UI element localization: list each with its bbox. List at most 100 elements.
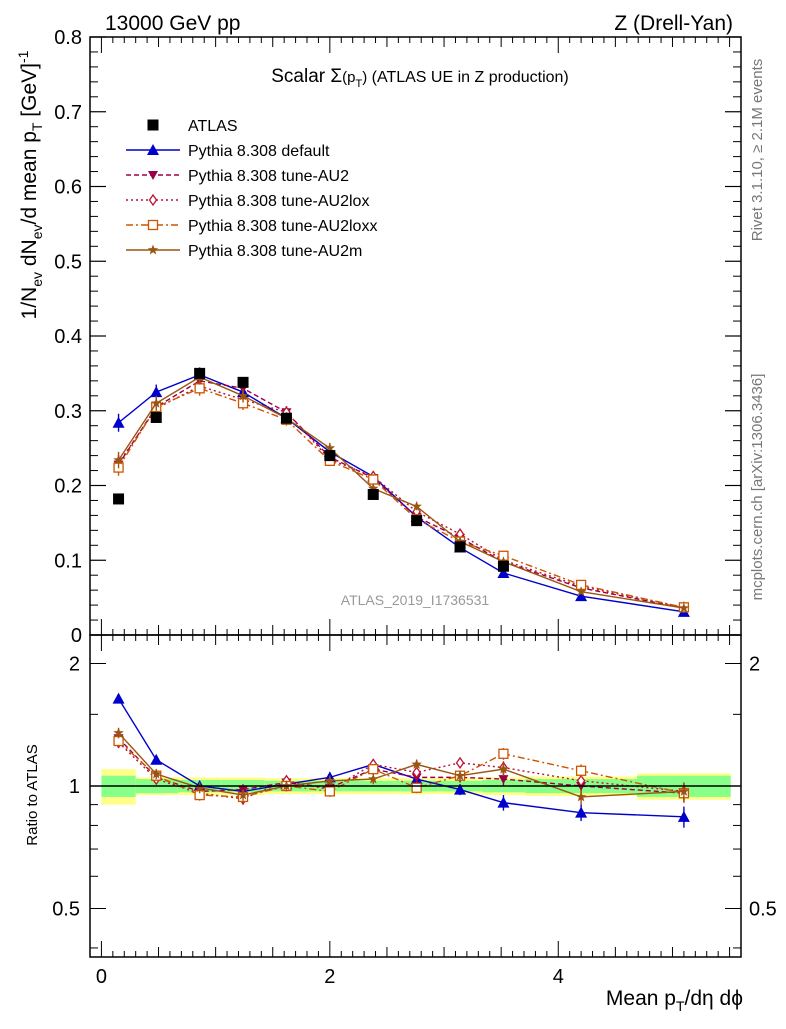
main-point-au2m: [237, 390, 249, 401]
legend-marker-au2: [148, 171, 158, 180]
analysis-watermark: ATLAS_2019_I1736531: [341, 592, 490, 608]
ratio-point-default: [112, 692, 125, 704]
ratio-line-au2lox: [118, 741, 684, 800]
ratio-plot-frame: [89, 634, 742, 958]
x-axis-label: Mean pT/dη dϕ: [606, 987, 743, 1014]
ratio-point-au2loxx: [411, 782, 422, 793]
legend-entry-au2lox: Pythia 8.308 tune-AU2lox: [126, 193, 369, 210]
main-ytick-label-5: 0.5: [54, 251, 82, 273]
ratio-point-au2m: [113, 727, 124, 738]
ratio-line-default: [117, 698, 684, 818]
ratio-point-au2m: [194, 782, 205, 793]
title-sub: T: [355, 78, 362, 90]
main-ytick-label-4: 0.4: [54, 326, 82, 348]
ratio-point-au2loxx: [324, 786, 335, 797]
main-point-au2m: [575, 586, 587, 597]
ratio-point-au2m: [324, 775, 336, 786]
ratio-point-default: [677, 810, 690, 822]
ratio-point-au2m: [151, 768, 162, 779]
main-point-au2m: [678, 602, 690, 613]
header-right-label: Z (Drell-Yan): [614, 12, 733, 35]
main-point-atlas: [324, 450, 336, 462]
main-point-atlas: [411, 515, 423, 527]
legend-label-default: Pythia 8.308 default: [188, 143, 330, 160]
ratio-series-default: [112, 692, 690, 828]
main-series-atlas: [113, 367, 509, 572]
xtick-label-0: 0: [96, 966, 107, 988]
ratio-point-au2m: [454, 770, 466, 781]
legend-marker-au2m: [147, 244, 159, 255]
title-post: (ATLAS UE in Z production): [367, 69, 569, 86]
legend-label-au2lox: Pythia 8.308 tune-AU2lox: [188, 193, 369, 210]
main-line-au2lox: [117, 385, 685, 609]
main-point-au2m: [368, 482, 379, 493]
main-ytick-label-7: 0.7: [54, 102, 82, 124]
ratio-point-default: [497, 796, 510, 808]
legend: ATLAS Pythia 8.308 default Pythia 8.308 tu…: [126, 118, 377, 260]
ratio-point-au2loxx: [368, 764, 379, 775]
main-line-au2m: [117, 376, 685, 609]
legend-entry-atlas: ATLAS: [147, 118, 238, 135]
legend-marker-au2loxx: [147, 219, 159, 231]
main-line-au2loxx: [117, 387, 685, 609]
ratio-ytick-label-0: 0.5: [52, 898, 80, 920]
ratio-point-au2m: [411, 758, 422, 769]
ratio-ytick-label-1: 1: [69, 776, 80, 798]
main-series-au2: [113, 373, 689, 614]
xtick-label-2: 4: [553, 966, 564, 988]
main-point-atlas: [194, 367, 206, 379]
ratio-ytick-right-label-1: 2: [749, 654, 760, 676]
main-point-au2m: [151, 397, 162, 408]
main-point-atlas: [497, 560, 509, 572]
main-point-au2m: [324, 442, 336, 453]
main-ytick-label-1: 0.1: [54, 550, 82, 572]
main-axis-ticks: 0 0.1 0.2 0.3 0.4 0.5 0.6 0.7 0.8: [54, 27, 741, 647]
legend-marker-atlas: [147, 119, 159, 131]
ratio-ytick-right-label-0: 0.5: [749, 898, 777, 920]
ratio-axis-ticks: 0 2 4 0.5 1 2 0.5 2: [52, 635, 777, 988]
main-point-au2m: [454, 536, 466, 547]
main-point-atlas: [237, 376, 249, 388]
legend-entry-au2loxx: Pythia 8.308 tune-AU2loxx: [126, 218, 377, 235]
main-line-au2: [117, 380, 685, 609]
main-y-axis-label: 1/Nev dNev/d mean pT [GeV]-1: [15, 50, 45, 319]
legend-entry-default: Pythia 8.308 default: [126, 143, 330, 160]
main-series-group: [112, 367, 690, 617]
main-point-default: [575, 590, 588, 602]
mcplots-label: mcplots.cern.ch [arXiv:1306.3436]: [749, 374, 766, 601]
main-point-default: [112, 416, 125, 428]
main-ytick-label-6: 0.6: [54, 177, 82, 199]
main-point-atlas: [113, 493, 125, 505]
ratio-point-au2m: [368, 773, 379, 784]
ratio-point-au2: [498, 775, 509, 785]
ratio-point-au2lox: [455, 756, 465, 769]
title-close: ): [362, 69, 367, 86]
main-point-atlas: [150, 411, 162, 423]
ratio-point-au2m: [575, 791, 587, 802]
ratio-point-au2m: [237, 789, 249, 800]
header-left-label: 13000 GeV pp: [105, 12, 240, 35]
legend-marker-au2lox: [148, 193, 158, 207]
ratio-ytick-label-2: 2: [69, 654, 80, 676]
legend-label-atlas: ATLAS: [188, 118, 238, 135]
title-pre: Scalar: [271, 66, 330, 87]
main-ytick-label-2: 0.2: [54, 476, 82, 498]
main-series-au2lox: [114, 378, 689, 614]
main-point-au2m: [113, 454, 124, 465]
main-series-au2m: [113, 369, 690, 613]
ratio-point-au2loxx: [575, 765, 587, 776]
legend-label-au2loxx: Pythia 8.308 tune-AU2loxx: [188, 218, 377, 235]
title-sigma: Σ: [330, 66, 342, 87]
ratio-point-default: [150, 753, 163, 765]
ratio-point-au2lox: [412, 766, 421, 779]
main-point-default: [150, 386, 163, 398]
main-series-au2loxx: [113, 380, 690, 613]
legend-entry-au2m: Pythia 8.308 tune-AU2m: [126, 243, 362, 260]
main-ytick-label-3: 0.3: [54, 401, 82, 423]
main-point-atlas: [367, 488, 379, 500]
main-plot-title: Scalar Σ(pT) (ATLAS UE in Z production): [271, 66, 569, 90]
ratio-line-au2: [118, 737, 684, 794]
legend-label-au2m: Pythia 8.308 tune-AU2m: [188, 243, 362, 260]
main-point-default: [497, 566, 510, 578]
